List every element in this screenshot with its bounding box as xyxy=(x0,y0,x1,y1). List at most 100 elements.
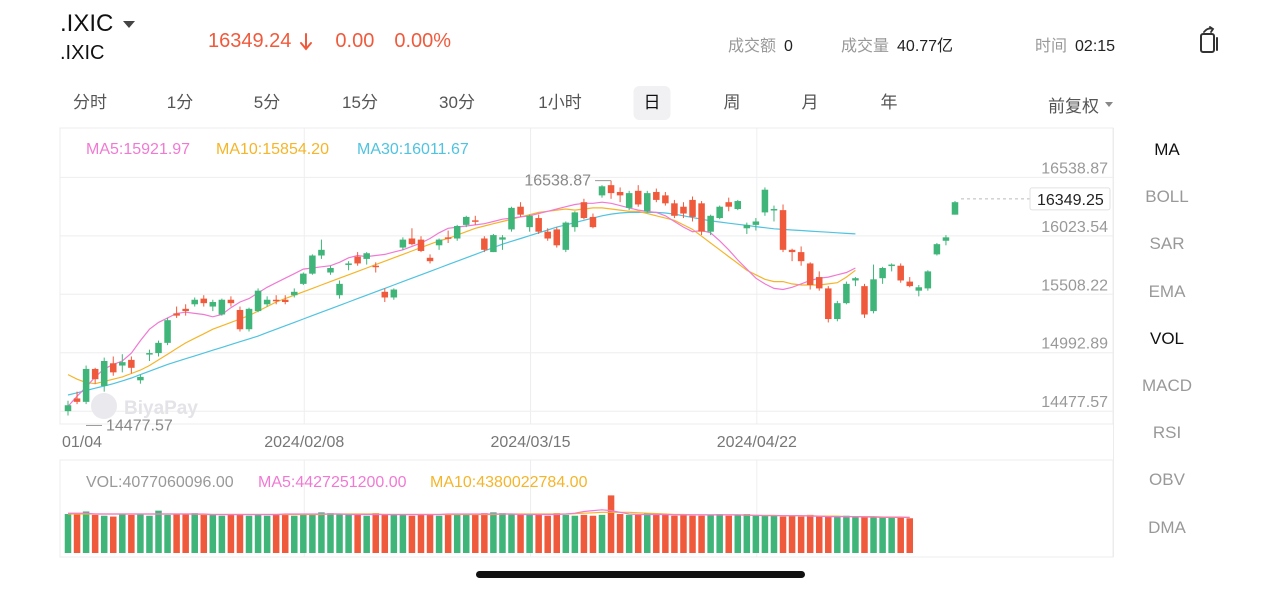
tab-2[interactable]: 5分 xyxy=(253,93,281,112)
volume-bar xyxy=(236,514,244,553)
tab-5[interactable]: 1小时 xyxy=(538,93,582,112)
volume-bar xyxy=(399,514,407,553)
symbol-label: .IXIC xyxy=(60,10,114,37)
indicator-rsi[interactable]: RSI xyxy=(1152,423,1182,443)
y-tick-label: 16023.54 xyxy=(1041,219,1108,236)
volume-bar xyxy=(815,516,823,553)
volume-bar xyxy=(300,514,307,553)
volume-bar xyxy=(254,514,262,553)
volume-bar xyxy=(263,515,271,553)
candle-body xyxy=(671,203,678,216)
candle-body xyxy=(897,265,904,281)
candle-body xyxy=(861,286,868,315)
volume-bar xyxy=(843,515,850,553)
volume-bar xyxy=(137,514,144,553)
candle-body xyxy=(797,252,805,262)
candle-body xyxy=(263,299,271,305)
candle-body xyxy=(218,299,226,315)
caret-down-icon xyxy=(1105,102,1113,107)
candle-body xyxy=(815,277,823,289)
candle-body xyxy=(309,255,316,274)
volume-label: 成交量 xyxy=(841,38,890,55)
volume-bar xyxy=(291,515,298,553)
price-change: 0.00 xyxy=(335,30,375,52)
indicator-obv[interactable]: OBV xyxy=(1149,470,1185,490)
candle-body xyxy=(381,291,389,298)
tab-6[interactable]: 日 xyxy=(633,86,671,120)
candle-body xyxy=(680,206,687,214)
volume-bar xyxy=(73,513,81,553)
indicator-panel: MA BOLL SAR EMA VOL MACD RSI OBV DMA xyxy=(1113,128,1220,557)
volume-bar xyxy=(200,514,208,553)
candle-body xyxy=(852,278,859,281)
volume-bar xyxy=(64,514,72,553)
tab-8[interactable]: 月 xyxy=(801,93,819,112)
candle-body xyxy=(173,313,180,316)
volume-bar xyxy=(100,515,108,553)
volume-bar xyxy=(363,515,370,553)
volume-bar xyxy=(490,512,497,553)
candle-body xyxy=(951,202,959,215)
volume-bar xyxy=(834,516,841,553)
volume-stat: 成交量 40.77亿 xyxy=(841,32,953,56)
indicator-boll[interactable]: BOLL xyxy=(1145,187,1189,207)
indicator-sar[interactable]: SAR xyxy=(1149,234,1185,254)
volume-bar xyxy=(146,515,153,553)
candle-body xyxy=(200,298,208,304)
candle-body xyxy=(119,362,126,366)
candle-body xyxy=(707,215,714,232)
volume-bar xyxy=(336,514,343,553)
last-price-label: 16349.25 xyxy=(1037,192,1104,209)
candle-body xyxy=(806,263,814,285)
candle-body xyxy=(155,342,162,354)
volume-bar xyxy=(598,514,606,553)
volume-bar xyxy=(354,514,361,553)
vol-legend-2: MA10:4380022784.00 xyxy=(430,474,588,491)
volume-bar xyxy=(128,514,135,553)
y-tick-label: 16538.87 xyxy=(1041,160,1108,177)
volume-bar xyxy=(879,517,886,553)
kline-chart[interactable]: 16538.87 16023.54 15508.22 14992.89 14477.57… xyxy=(0,0,1115,560)
candle-body xyxy=(137,376,144,381)
tab-1[interactable]: 1分 xyxy=(166,93,194,112)
rotate-screen-icon[interactable] xyxy=(1198,26,1224,54)
adjust-selector[interactable]: 前复权 xyxy=(1048,92,1113,117)
candle-body xyxy=(209,302,217,307)
watermark-logo xyxy=(91,393,117,419)
indicator-macd[interactable]: MACD xyxy=(1141,376,1193,395)
volume-bar xyxy=(481,513,488,553)
volume-bar xyxy=(653,514,660,553)
candle-body xyxy=(526,215,533,228)
period-tabs: 分时 1分 5分 15分 30分 1小时 日 周 月 年 xyxy=(60,86,1130,120)
symbol-selector[interactable]: .IXIC xyxy=(60,10,136,38)
candle-body xyxy=(472,220,479,222)
volume-bar xyxy=(281,514,289,553)
tab-7[interactable]: 周 xyxy=(723,93,741,112)
volume-bar xyxy=(616,514,624,553)
volume-bar xyxy=(734,514,742,553)
tab-9[interactable]: 年 xyxy=(880,93,898,112)
candle-body xyxy=(544,231,551,239)
volume-bar xyxy=(91,514,99,553)
volume-bar xyxy=(164,514,171,553)
candle-body xyxy=(146,353,153,355)
candle-body xyxy=(372,265,379,268)
candle-body xyxy=(879,267,886,279)
candle-body xyxy=(254,290,262,312)
tab-3[interactable]: 15分 xyxy=(342,93,378,112)
indicator-ema[interactable]: EMA xyxy=(1148,281,1186,301)
tab-0[interactable]: 分时 xyxy=(73,93,107,112)
volume-bar xyxy=(272,514,280,553)
y-tick-label: 14992.89 xyxy=(1041,336,1108,353)
indicator-vol[interactable]: VOL xyxy=(1149,328,1185,348)
candle-body xyxy=(788,249,796,253)
candle-body xyxy=(182,308,189,312)
candle-body xyxy=(164,320,171,343)
volume-bar xyxy=(245,515,253,553)
indicator-ma[interactable]: MA xyxy=(1154,140,1180,159)
indicator-dma[interactable]: DMA xyxy=(1148,517,1186,537)
candle-body xyxy=(870,279,877,312)
candle-body xyxy=(417,239,425,251)
tab-4[interactable]: 30分 xyxy=(439,93,475,112)
vol-legend-0: VOL:4077060096.00 xyxy=(86,474,234,491)
